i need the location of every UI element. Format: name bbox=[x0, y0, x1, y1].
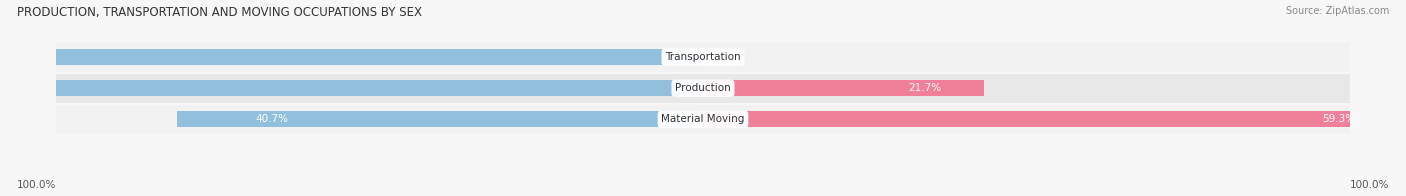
Text: Material Moving: Material Moving bbox=[661, 114, 745, 124]
Text: PRODUCTION, TRANSPORTATION AND MOVING OCCUPATIONS BY SEX: PRODUCTION, TRANSPORTATION AND MOVING OC… bbox=[17, 6, 422, 19]
Text: 0.0%: 0.0% bbox=[710, 52, 735, 62]
Text: 100.0%: 100.0% bbox=[1350, 180, 1389, 190]
Text: 59.3%: 59.3% bbox=[1322, 114, 1355, 124]
Bar bbox=[56, 74, 1350, 103]
Bar bbox=[703, 80, 984, 96]
Text: Source: ZipAtlas.com: Source: ZipAtlas.com bbox=[1285, 6, 1389, 16]
Bar bbox=[56, 43, 1350, 72]
Bar bbox=[177, 111, 703, 127]
Text: 40.7%: 40.7% bbox=[256, 114, 288, 124]
Text: 21.7%: 21.7% bbox=[908, 83, 942, 93]
Text: 100.0%: 100.0% bbox=[17, 180, 56, 190]
Bar bbox=[703, 111, 1406, 127]
Text: Transportation: Transportation bbox=[665, 52, 741, 62]
Bar bbox=[56, 105, 1350, 134]
Bar bbox=[0, 49, 703, 65]
Text: Production: Production bbox=[675, 83, 731, 93]
Bar bbox=[0, 80, 703, 96]
